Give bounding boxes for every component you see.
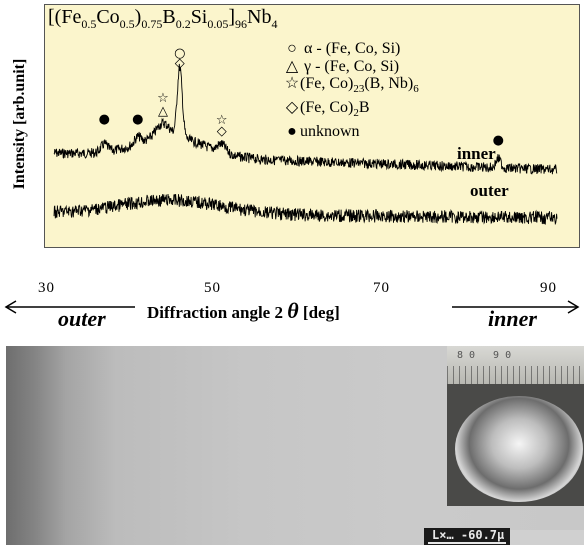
legend-item-fe-co-2-b: ◇ (Fe, Co)2B [285, 98, 370, 120]
ruler-numbers: 80 90 [457, 350, 518, 361]
scale-bar-line [428, 542, 506, 544]
diamond-peak-marker: ◇ [175, 56, 185, 71]
unknown-peak-marker: ● [99, 112, 110, 127]
legend-item-gamma: △ γ - (Fe, Co, Si) [285, 57, 400, 75]
star-symbol-icon: ☆ [284, 75, 300, 93]
inner-direction-label: inner [488, 306, 537, 331]
outer-curve-label: outer [470, 181, 509, 200]
legend-item-fe-co-23: ☆(Fe, Co)23(B, Nb)6 [284, 75, 419, 96]
inner-curve [53, 63, 558, 175]
legend-item-alpha: ○ α - (Fe, Co, Si) [284, 40, 419, 58]
sample-dish-image [455, 396, 583, 502]
diamond-symbol-icon: ◇ [285, 98, 299, 116]
ruler-ticks [447, 366, 584, 384]
legend: ○ α - (Fe, Co, Si) △ γ - (Fe, Co, Si) ☆(… [284, 40, 419, 140]
filled-circle-symbol-icon: ● [287, 122, 297, 140]
outer-curve [53, 193, 558, 226]
x-tick-label: 50 [204, 280, 221, 296]
ruler: 80 90 [447, 346, 584, 384]
diamond-peak-marker: ◇ [217, 124, 227, 139]
x-axis-label: Diffraction angle 2 θ [deg] [147, 298, 340, 323]
legend-item-unknown: ● unknown [284, 123, 419, 141]
theta-symbol: θ [287, 298, 299, 323]
triangle-peak-marker: △ [158, 104, 168, 119]
circle-symbol-icon: ○ [287, 40, 297, 57]
star-peak-marker: ☆ [216, 113, 228, 128]
xrd-figure: ● ● ☆ △ ○ ◇ ☆ ◇ ● [(Fe0.5Co0.5)0.75B0.2Si0.05]96… [4, 4, 580, 331]
x-tick-label: 90 [540, 280, 557, 296]
inner-curve-label: inner [457, 144, 496, 163]
x-tick-label: 70 [373, 280, 390, 296]
photo-strip [510, 530, 584, 545]
unknown-peak-marker: ● [132, 112, 143, 127]
scale-bar: L×… -60.7µ [424, 528, 510, 545]
outer-direction-label: outer [58, 306, 106, 331]
x-tick-label: 30 [38, 280, 55, 296]
cross-section-photo: 80 90 L×… -60.7µ [6, 346, 584, 545]
left-arrow-icon [4, 300, 17, 314]
circle-peak-marker: ○ [174, 46, 185, 61]
right-arrow-icon [567, 300, 580, 314]
direction-arrows [4, 300, 580, 314]
alloy-formula: [(Fe0.5Co0.5)0.75B0.2Si0.05]96Nb4 [48, 6, 278, 31]
plot-svg: ● ●☆△○◇☆◇● [53, 46, 558, 226]
unknown-peak-marker: ● [493, 133, 504, 148]
triangle-symbol-icon: △ [285, 57, 299, 75]
scale-bar-text: L×… -60.7µ [432, 528, 505, 542]
plot-area: ● ● ☆ △ ○ ◇ ☆ ◇ ● [44, 4, 580, 248]
sample-photo-inset: 80 90 [447, 346, 584, 506]
star-peak-marker: ☆ [157, 91, 169, 106]
